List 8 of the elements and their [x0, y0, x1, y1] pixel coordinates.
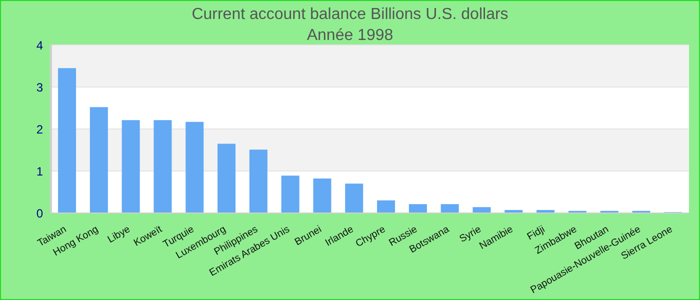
y-tick-label: 2 — [36, 122, 44, 136]
y-tick-label: 3 — [36, 80, 44, 94]
y-tick-label: 0 — [36, 206, 44, 220]
chart-subtitle: Année 1998 — [306, 27, 394, 44]
y-tick-label: 1 — [36, 164, 44, 178]
chart-title: Current account balance Billions U.S. dollars — [190, 5, 510, 25]
x-tick-label: Libye — [106, 224, 133, 246]
y-tick-label: 4 — [36, 38, 44, 52]
